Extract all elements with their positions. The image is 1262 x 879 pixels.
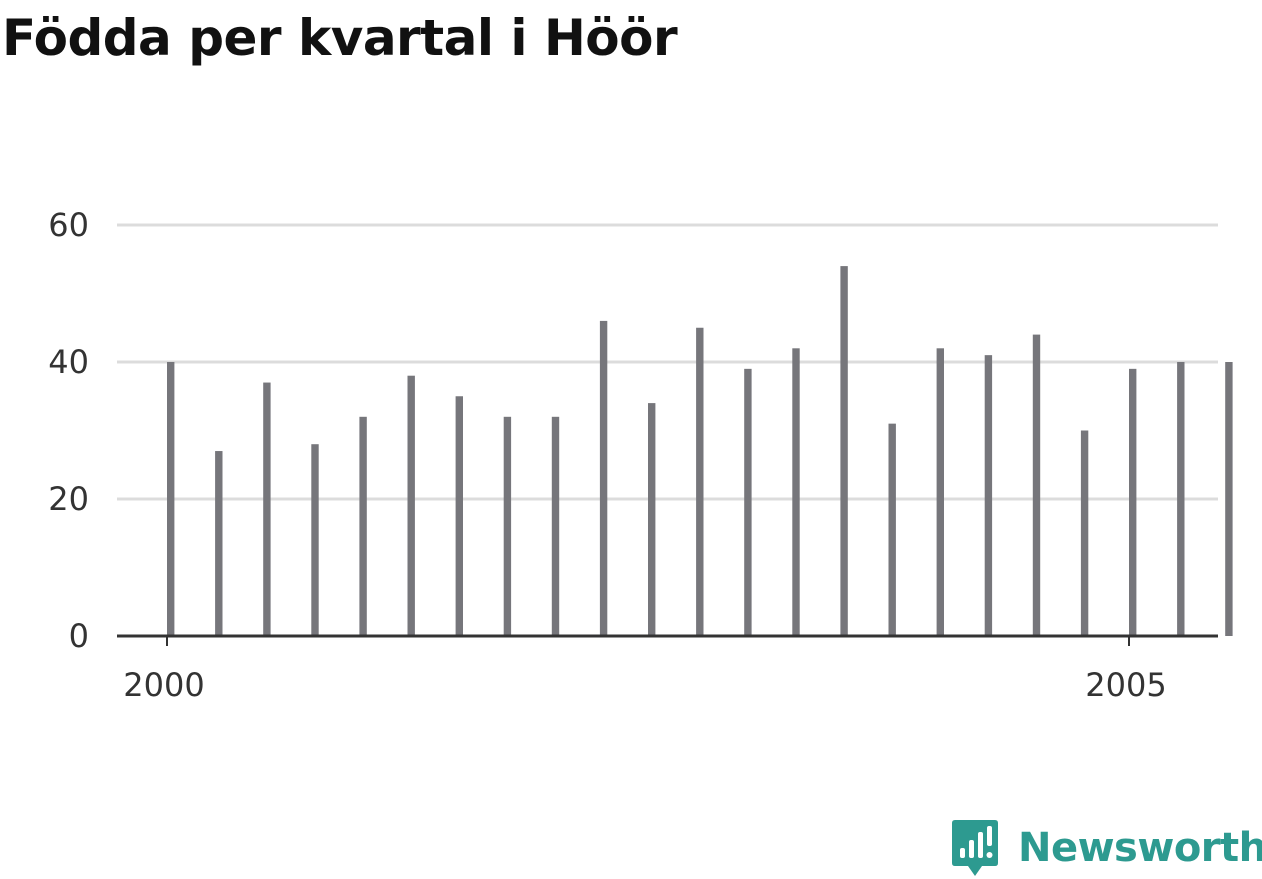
bar	[888, 423, 896, 636]
brand-name: Newsworthy	[1018, 825, 1262, 871]
bar	[455, 396, 463, 636]
bar	[407, 375, 415, 636]
bar	[311, 444, 319, 636]
bar	[792, 348, 800, 636]
bar	[167, 362, 175, 636]
bar	[359, 416, 367, 636]
bar	[648, 403, 656, 636]
y-tick-label: 40	[48, 343, 89, 381]
bar	[599, 320, 608, 636]
bar	[984, 355, 993, 636]
y-tick-label: 20	[48, 480, 89, 518]
axes: 0204060200020052010201520202025	[48, 206, 1218, 704]
bar	[1032, 334, 1041, 636]
bar	[263, 382, 271, 636]
gridlines	[117, 223, 1218, 501]
chart-title: Födda per kvartal i Höör	[2, 9, 678, 67]
y-tick-label: 60	[48, 206, 89, 244]
x-tick-label: 2000	[123, 666, 204, 704]
bars	[167, 266, 1233, 636]
bar	[1225, 362, 1233, 636]
newsworthy-branding: Newsworthy	[950, 818, 1262, 878]
bar	[744, 368, 752, 636]
bar	[1129, 368, 1137, 636]
newsworthy-logo-icon	[952, 820, 998, 876]
bar	[215, 451, 223, 636]
y-tick-label: 0	[69, 617, 89, 655]
bar	[1080, 430, 1089, 636]
bar	[936, 348, 944, 636]
bar	[1177, 362, 1185, 636]
bar	[551, 416, 560, 636]
x-tick-label: 2005	[1085, 666, 1166, 704]
bar	[503, 416, 512, 636]
bar	[696, 327, 704, 636]
bar	[840, 266, 848, 636]
